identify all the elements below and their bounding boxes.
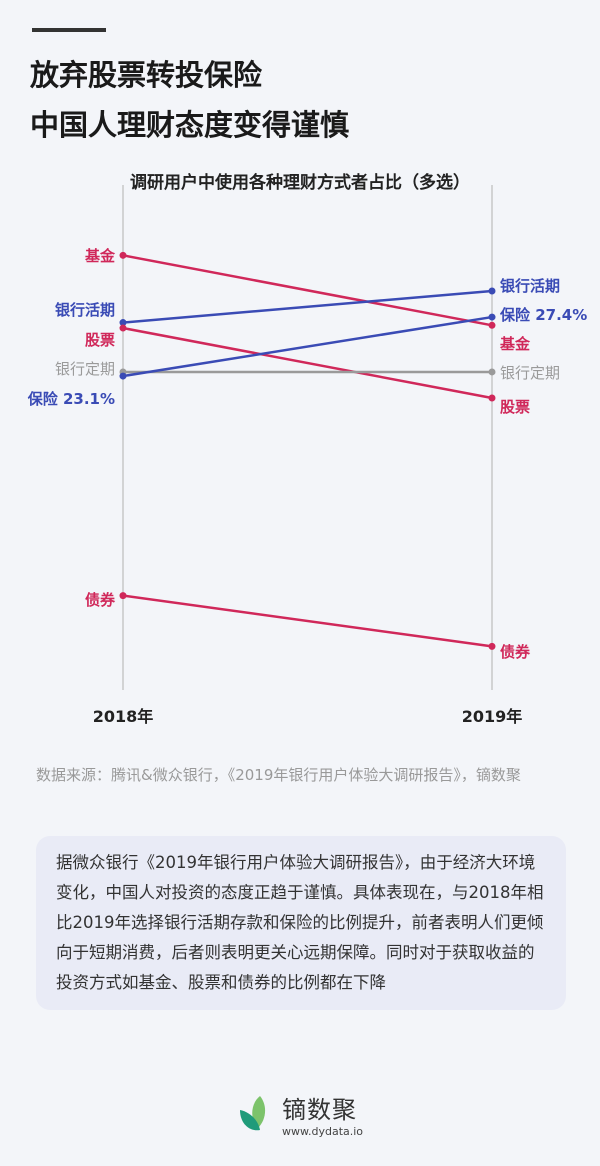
point-2019	[488, 368, 496, 376]
series-line-1	[122, 289, 493, 324]
point-2019	[488, 642, 496, 650]
point-2018	[119, 251, 127, 259]
logo-url: www.dydata.io	[282, 1125, 364, 1138]
series-line-0	[122, 254, 493, 327]
source-note: 数据来源：腾讯&微众银行，《2019年银行用户体验大调研报告》，镝数聚	[36, 766, 521, 784]
logo: 镝数聚 www.dydata.io	[236, 1090, 363, 1138]
chart-title: 调研用户中使用各种理财方式者占比（多选）	[130, 173, 470, 193]
label-right: 银行定期	[500, 364, 560, 382]
point-2018	[119, 319, 127, 327]
point-2019	[488, 313, 496, 321]
title-line-1: 放弃股票转投保险	[30, 58, 263, 92]
label-left: 银行活期	[55, 301, 115, 319]
label-left: 股票	[85, 331, 115, 349]
point-2019	[488, 394, 496, 402]
label-left: 基金	[84, 247, 116, 265]
x-tick-label: 2019年	[462, 707, 523, 726]
title-accent-bar	[32, 28, 106, 32]
label-right: 债券	[500, 643, 531, 661]
series-line-2	[122, 326, 493, 400]
page-title: 放弃股票转投保险 中国人理财态度变得谨慎	[30, 50, 349, 150]
point-2018	[119, 372, 127, 380]
logo-name: 镝数聚	[282, 1096, 357, 1124]
series-line-5	[122, 594, 493, 648]
label-right: 保险 27.4%	[499, 306, 587, 324]
label-left: 债券	[85, 591, 116, 609]
label-right: 基金	[499, 335, 531, 353]
title-line-2: 中国人理财态度变得谨慎	[30, 108, 350, 142]
leaf-logo-icon	[240, 1096, 266, 1131]
label-left: 银行定期	[55, 360, 115, 378]
point-2019	[488, 287, 496, 295]
description-text: 据微众银行《2019年银行用户体验大调研报告》，由于经济大环境变化，中国人对投资…	[56, 853, 544, 992]
x-tick-label: 2018年	[93, 707, 154, 726]
point-2018	[119, 592, 127, 600]
description-card: 据微众银行《2019年银行用户体验大调研报告》，由于经济大环境变化，中国人对投资…	[36, 836, 566, 1010]
label-right: 银行活期	[500, 277, 560, 295]
label-left: 保险 23.1%	[27, 390, 115, 408]
point-2019	[488, 321, 496, 329]
label-right: 股票	[500, 398, 530, 416]
series-line-4	[122, 315, 493, 378]
point-2018	[119, 324, 127, 332]
